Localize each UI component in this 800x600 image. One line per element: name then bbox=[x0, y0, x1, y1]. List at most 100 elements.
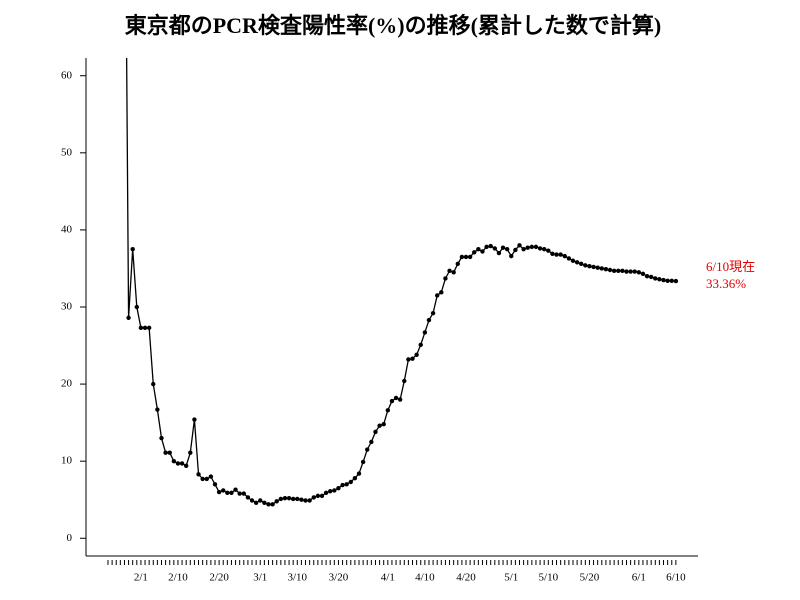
point bbox=[447, 268, 452, 273]
point bbox=[451, 270, 456, 275]
point bbox=[282, 495, 288, 501]
point bbox=[517, 243, 522, 248]
point bbox=[241, 491, 246, 496]
point bbox=[262, 500, 267, 506]
y-tick-label: 60 bbox=[61, 69, 73, 81]
point bbox=[591, 264, 596, 270]
x-tick-label: 3/1 bbox=[253, 572, 267, 584]
point bbox=[661, 277, 666, 283]
point bbox=[422, 330, 428, 335]
point bbox=[365, 447, 370, 452]
point bbox=[558, 252, 563, 257]
point bbox=[311, 495, 316, 500]
point bbox=[488, 243, 493, 249]
point bbox=[360, 459, 366, 465]
point bbox=[344, 482, 349, 487]
point bbox=[340, 482, 345, 488]
point bbox=[315, 493, 321, 499]
point bbox=[319, 493, 325, 499]
point bbox=[188, 450, 193, 455]
x-tick-label: 2/10 bbox=[168, 572, 188, 584]
point bbox=[151, 381, 156, 387]
point bbox=[562, 253, 567, 259]
point bbox=[443, 276, 448, 281]
y-tick-label: 0 bbox=[67, 532, 73, 544]
point bbox=[336, 485, 341, 491]
point bbox=[381, 421, 386, 427]
point bbox=[472, 250, 477, 255]
point bbox=[426, 317, 432, 323]
point bbox=[323, 490, 329, 495]
point bbox=[620, 268, 625, 273]
annotation: 6/10現在 bbox=[706, 259, 755, 274]
point bbox=[200, 476, 205, 482]
plot-area bbox=[125, 58, 679, 507]
point bbox=[138, 325, 144, 331]
point bbox=[397, 397, 403, 402]
point bbox=[130, 246, 135, 252]
x-tick-label: 3/20 bbox=[329, 572, 349, 584]
point bbox=[402, 378, 407, 384]
point bbox=[356, 471, 362, 476]
x-tick-label: 4/10 bbox=[415, 572, 435, 584]
point bbox=[385, 408, 391, 413]
point bbox=[644, 273, 650, 279]
point bbox=[233, 487, 238, 492]
x-tick-label: 5/1 bbox=[504, 572, 518, 584]
point bbox=[640, 271, 646, 277]
point bbox=[504, 246, 510, 252]
y-tick-label: 30 bbox=[61, 301, 73, 313]
point bbox=[414, 352, 419, 357]
point bbox=[303, 498, 308, 503]
point bbox=[286, 495, 292, 501]
point bbox=[653, 276, 658, 281]
point bbox=[587, 263, 592, 269]
x-tick-label: 4/1 bbox=[381, 572, 395, 584]
point bbox=[142, 325, 148, 331]
point bbox=[513, 247, 518, 253]
point bbox=[179, 461, 185, 466]
x-tick-label: 2/20 bbox=[209, 572, 229, 584]
point bbox=[253, 500, 259, 506]
point bbox=[266, 502, 271, 507]
point bbox=[167, 450, 172, 455]
point bbox=[607, 267, 613, 273]
point bbox=[406, 357, 411, 362]
point bbox=[455, 261, 460, 267]
point bbox=[500, 245, 506, 250]
point bbox=[216, 489, 222, 495]
point bbox=[183, 463, 189, 469]
point bbox=[533, 244, 539, 250]
point bbox=[163, 450, 168, 455]
point bbox=[467, 254, 473, 260]
point bbox=[430, 310, 436, 316]
point bbox=[295, 496, 300, 502]
point bbox=[328, 489, 333, 494]
point bbox=[484, 244, 489, 250]
point bbox=[159, 435, 164, 441]
point bbox=[348, 479, 353, 485]
point bbox=[249, 498, 255, 503]
line bbox=[125, 58, 676, 505]
point bbox=[352, 475, 358, 481]
point bbox=[636, 270, 642, 275]
point bbox=[225, 490, 230, 495]
point bbox=[537, 246, 543, 251]
point bbox=[566, 256, 572, 261]
point bbox=[463, 254, 469, 260]
point bbox=[171, 458, 177, 464]
point bbox=[146, 325, 152, 331]
point bbox=[669, 278, 674, 283]
point bbox=[237, 491, 242, 496]
point bbox=[208, 474, 214, 479]
point bbox=[245, 495, 251, 500]
point bbox=[393, 395, 399, 401]
point bbox=[476, 246, 481, 252]
point bbox=[439, 290, 444, 295]
point bbox=[550, 251, 555, 257]
point bbox=[665, 278, 670, 283]
point bbox=[204, 476, 209, 482]
point bbox=[583, 263, 588, 268]
point bbox=[155, 407, 160, 412]
point bbox=[480, 249, 485, 254]
